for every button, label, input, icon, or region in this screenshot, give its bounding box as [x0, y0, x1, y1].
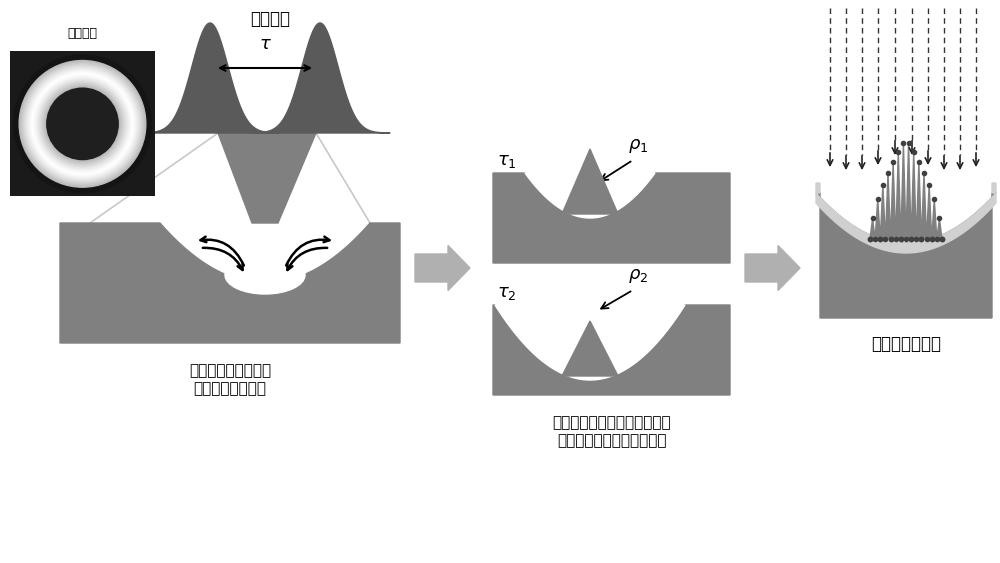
Circle shape [18, 60, 147, 188]
Circle shape [56, 97, 109, 151]
Circle shape [34, 75, 131, 173]
Circle shape [45, 86, 120, 162]
Circle shape [72, 114, 93, 134]
Circle shape [16, 57, 149, 190]
Circle shape [59, 100, 106, 148]
Circle shape [39, 81, 126, 167]
Circle shape [62, 104, 103, 144]
Circle shape [42, 84, 123, 164]
Circle shape [41, 83, 124, 165]
Circle shape [35, 76, 130, 172]
FancyArrow shape [745, 245, 800, 291]
Text: $\tau_1$: $\tau_1$ [497, 152, 517, 170]
Circle shape [73, 115, 92, 133]
Circle shape [36, 77, 129, 171]
Circle shape [19, 60, 146, 187]
Circle shape [15, 56, 150, 191]
Circle shape [28, 69, 137, 178]
Circle shape [52, 93, 113, 154]
Text: $\rho_2$: $\rho_2$ [628, 267, 648, 285]
Circle shape [68, 109, 97, 138]
Polygon shape [493, 305, 730, 395]
Circle shape [26, 67, 139, 181]
Polygon shape [250, 23, 390, 133]
Circle shape [50, 91, 115, 157]
Circle shape [32, 74, 133, 174]
Text: 变脉冲延时调节微凹面深径比: 变脉冲延时调节微凹面深径比 [553, 415, 671, 430]
Text: （即调节凹面镜数値孔径）: （即调节凹面镜数値孔径） [557, 433, 667, 448]
Circle shape [37, 78, 128, 169]
Text: 引起熴融材料移动: 引起熴融材料移动 [194, 381, 266, 396]
Circle shape [64, 106, 101, 142]
Text: 空间分布: 空间分布 [68, 27, 98, 40]
Circle shape [70, 111, 95, 136]
Circle shape [79, 120, 86, 127]
Circle shape [24, 65, 141, 183]
Text: $\tau_2$: $\tau_2$ [497, 284, 517, 302]
Polygon shape [525, 173, 655, 218]
Ellipse shape [225, 256, 305, 294]
Circle shape [77, 118, 88, 129]
Circle shape [69, 110, 96, 137]
Circle shape [49, 91, 116, 157]
FancyArrow shape [415, 245, 470, 291]
Circle shape [66, 107, 99, 141]
Polygon shape [562, 321, 618, 376]
Circle shape [46, 87, 119, 160]
Circle shape [43, 85, 122, 163]
Circle shape [71, 113, 94, 135]
Polygon shape [218, 133, 316, 223]
Polygon shape [140, 23, 280, 133]
Circle shape [48, 90, 117, 158]
Circle shape [25, 66, 140, 182]
Circle shape [55, 96, 110, 152]
Circle shape [47, 88, 118, 159]
Polygon shape [10, 51, 155, 196]
Circle shape [21, 62, 144, 185]
Text: 双脉冲涡旋光束加工: 双脉冲涡旋光束加工 [189, 363, 271, 378]
Circle shape [57, 98, 108, 150]
Circle shape [74, 116, 91, 132]
Text: $\tau$: $\tau$ [259, 35, 271, 53]
Circle shape [51, 92, 114, 155]
Circle shape [60, 101, 105, 146]
Polygon shape [562, 149, 618, 214]
Circle shape [20, 61, 145, 186]
Circle shape [40, 82, 125, 166]
Circle shape [30, 72, 135, 176]
Circle shape [78, 119, 87, 128]
Text: 时域分布: 时域分布 [250, 10, 290, 28]
Polygon shape [816, 193, 996, 318]
Circle shape [38, 79, 127, 168]
Circle shape [17, 59, 148, 189]
Text: $\rho_1$: $\rho_1$ [628, 137, 648, 155]
Circle shape [58, 99, 107, 149]
Polygon shape [60, 223, 400, 343]
Circle shape [22, 64, 143, 184]
Circle shape [53, 95, 112, 153]
Polygon shape [816, 183, 996, 253]
Text: 贵金属薄膜沉积: 贵金属薄膜沉积 [871, 335, 941, 353]
Polygon shape [870, 144, 942, 239]
Circle shape [61, 102, 104, 145]
Circle shape [14, 55, 151, 193]
Circle shape [76, 117, 89, 131]
Circle shape [31, 73, 134, 175]
Circle shape [29, 70, 136, 177]
Polygon shape [495, 305, 685, 380]
Circle shape [63, 105, 102, 143]
Polygon shape [493, 173, 730, 263]
Circle shape [27, 68, 138, 180]
Circle shape [67, 108, 98, 140]
